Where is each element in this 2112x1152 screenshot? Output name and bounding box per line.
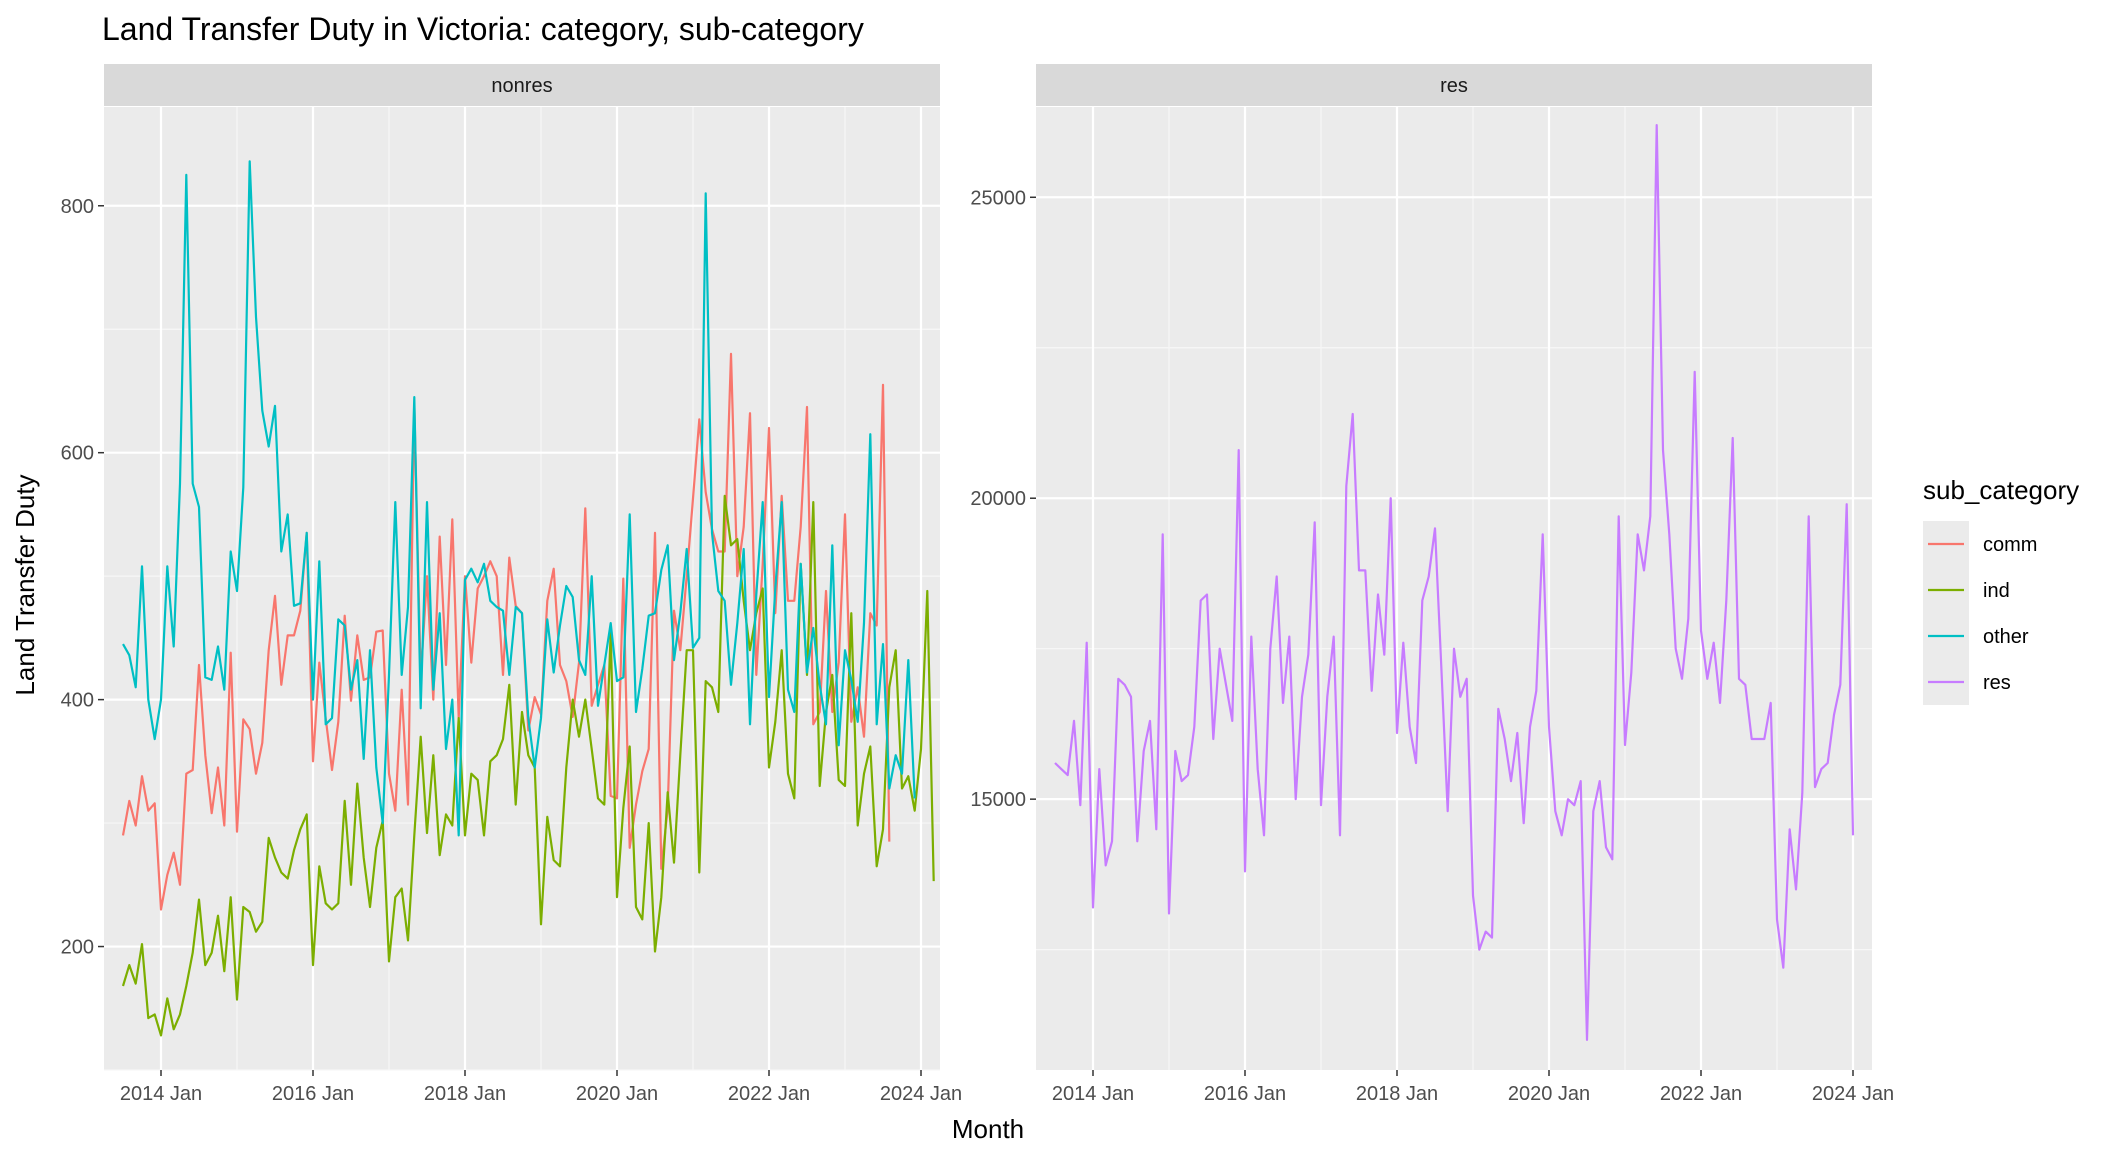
x-tick-label: 2022 Jan: [1660, 1083, 1742, 1105]
y-tick-label: 600: [61, 443, 94, 465]
x-tick-label: 2020 Jan: [576, 1083, 658, 1105]
facet-strip: [104, 64, 940, 106]
panels: nonres 200 400 600 800 2014 Jan 2016 Jan 2018 J…: [61, 64, 1894, 1105]
series-line-ind: [121, 494, 935, 1037]
legend-entry-label: comm: [1983, 534, 2037, 556]
series-line-res: [1054, 123, 1855, 1042]
x-tick-label: 2024 Jan: [880, 1083, 962, 1105]
panel-nonres: nonres 200 400 600 800 2014 Jan 2016 Jan 2018 J…: [61, 64, 962, 1105]
x-axis-title: Month: [952, 1114, 1024, 1144]
y-tick-label: 25000: [970, 187, 1026, 209]
x-tick-label: 2014 Jan: [1052, 1083, 1134, 1105]
panel-res: res 15000 20000 25000 2014 Jan 2016 Jan 2018 J…: [970, 64, 1894, 1105]
y-tick-label: 800: [61, 196, 94, 218]
chart-title: Land Transfer Duty in Victoria: category…: [102, 11, 864, 47]
legend-entry-label: other: [1983, 626, 2029, 648]
y-tick-label: 200: [61, 937, 94, 959]
x-tick-label: 2020 Jan: [1508, 1083, 1590, 1105]
x-tick-label: 2016 Jan: [272, 1083, 354, 1105]
x-tick-label: 2018 Jan: [1356, 1083, 1438, 1105]
y-tick-label: 20000: [970, 488, 1026, 510]
x-tick-label: 2018 Jan: [424, 1083, 506, 1105]
y-tick-label: 15000: [970, 789, 1026, 811]
panel-background: [1036, 107, 1872, 1070]
y-axis-title: Land Transfer Duty: [10, 474, 40, 695]
facet-strip-label: nonres: [491, 75, 552, 97]
facet-strip: [1036, 64, 1872, 106]
x-tick-label: 2014 Jan: [120, 1083, 202, 1105]
x-tick-label: 2016 Jan: [1204, 1083, 1286, 1105]
facet-strip-label: res: [1440, 75, 1468, 97]
legend: sub_category comm ind other res: [1923, 475, 2079, 705]
legend-entry-label: res: [1983, 672, 2011, 694]
series-line-other: [122, 160, 916, 837]
y-tick-label: 400: [61, 690, 94, 712]
legend-entry-label: ind: [1983, 580, 2010, 602]
series-line-comm: [121, 352, 891, 911]
x-tick-label: 2022 Jan: [728, 1083, 810, 1105]
legend-title: sub_category: [1923, 475, 2079, 505]
x-tick-label: 2024 Jan: [1812, 1083, 1894, 1105]
